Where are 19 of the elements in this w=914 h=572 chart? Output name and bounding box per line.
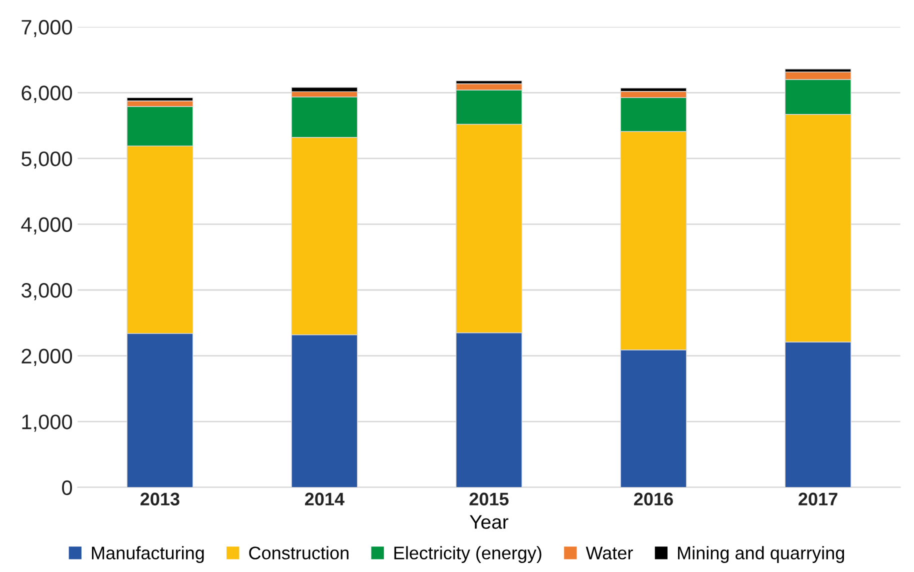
x-tick-label: 2017 xyxy=(798,492,838,506)
y-tick-label: 3,000 xyxy=(21,283,72,300)
legend-label: Water xyxy=(586,546,633,560)
legend-label: Mining and quarrying xyxy=(678,546,844,563)
y-tick-label: 4,000 xyxy=(21,217,72,234)
x-axis-title: Year xyxy=(470,515,508,529)
y-tick-label: 2,000 xyxy=(22,348,72,366)
legend-label: Construction xyxy=(249,546,348,560)
y-tick-label: 7,000 xyxy=(22,20,72,38)
x-tick-label: 2016 xyxy=(634,492,673,506)
y-tick-label: 0 xyxy=(62,480,72,496)
y-tick-label: 6,000 xyxy=(22,86,72,103)
y-tick-label: 1,000 xyxy=(22,414,72,432)
x-tick-label: 2013 xyxy=(140,492,180,506)
legend-label: Electricity (energy) xyxy=(394,546,542,563)
x-tick-label: 2014 xyxy=(305,492,344,506)
x-tick-label: 2015 xyxy=(470,492,509,506)
legend-label: Manufacturing xyxy=(92,546,204,563)
y-tick-label: 5,000 xyxy=(22,151,72,169)
